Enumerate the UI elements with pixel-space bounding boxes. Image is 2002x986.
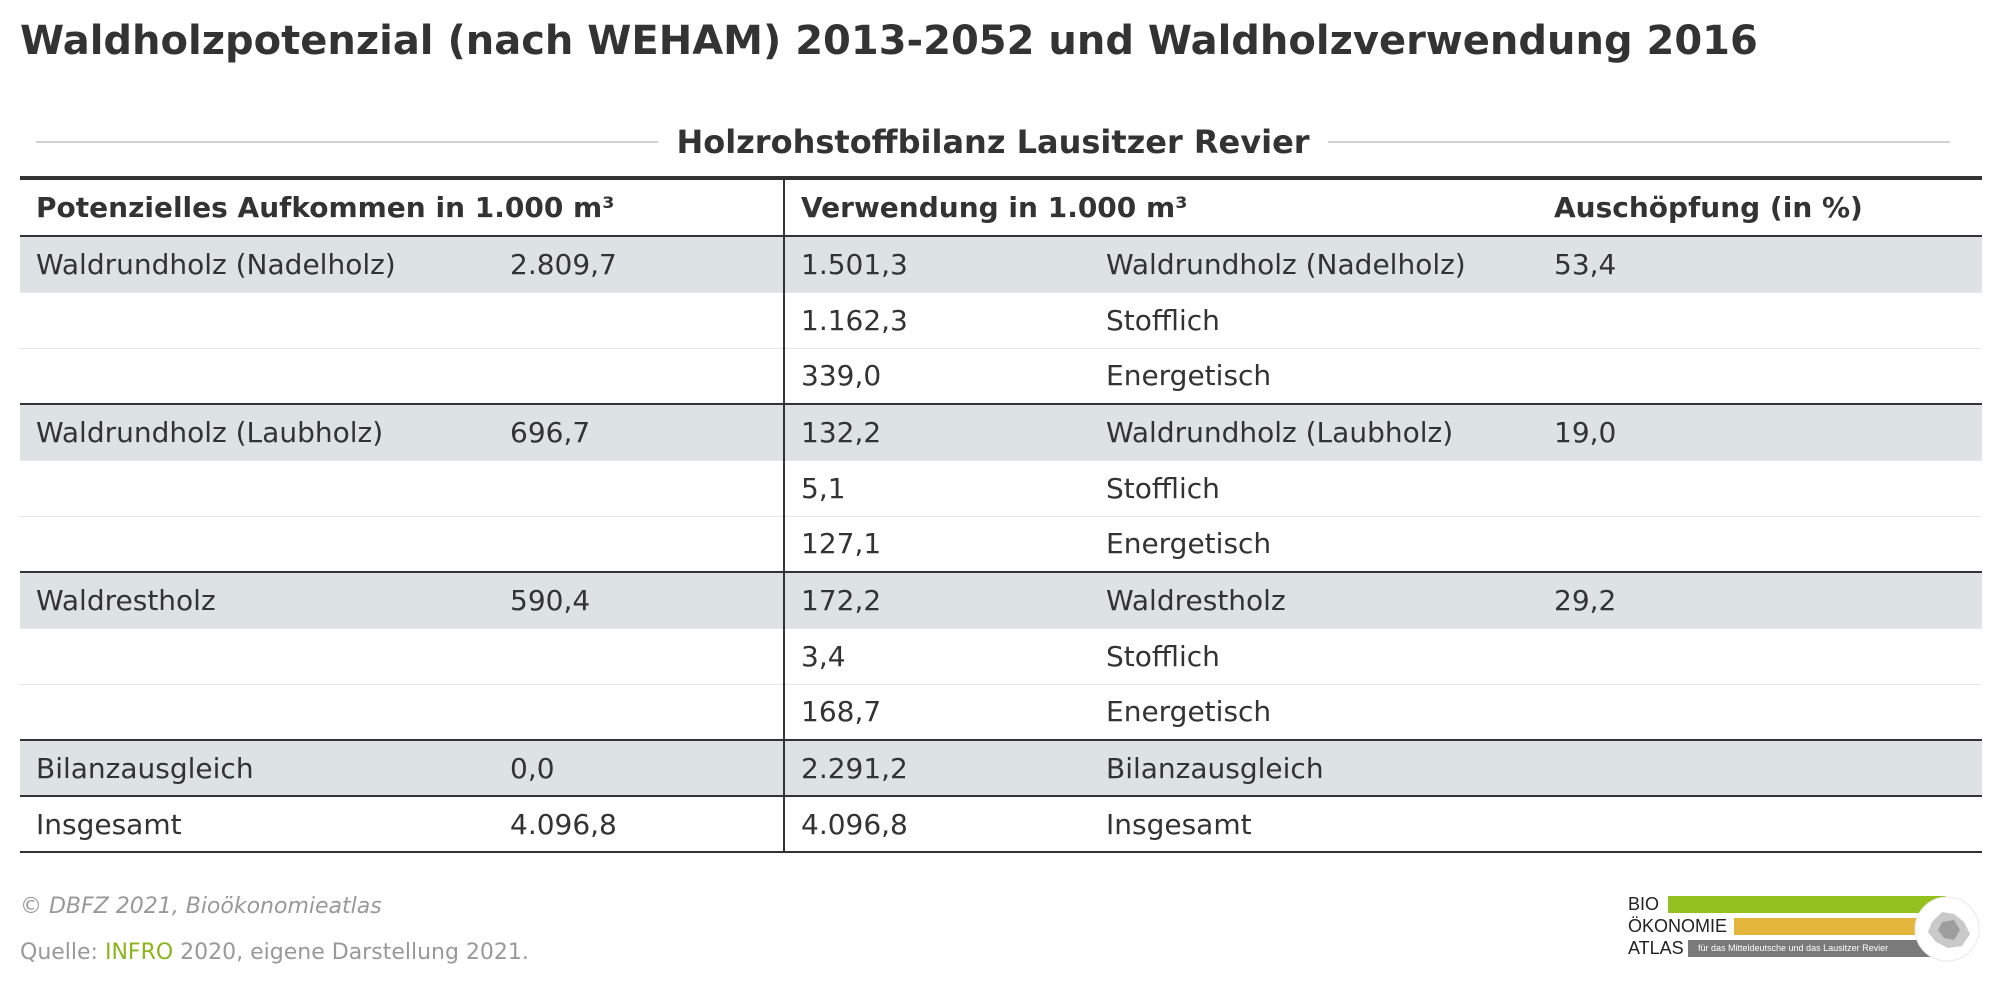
row-label: Waldrundholz (Nadelholz) bbox=[20, 236, 494, 292]
row-potential bbox=[494, 515, 784, 572]
row-use-label: Energetisch bbox=[1090, 683, 1538, 740]
row-label: Bilanzausgleich bbox=[20, 739, 494, 796]
row-percent: 29,2 bbox=[1538, 571, 1982, 628]
table-row: 3,4 Stofflich bbox=[20, 627, 1982, 684]
row-potential: 4.096,8 bbox=[494, 795, 784, 853]
logo-text-atlas: ATLAS bbox=[1628, 938, 1684, 958]
row-use-value: 5,1 bbox=[783, 459, 1090, 516]
subtitle-text: Holzrohstoffbilanz Lausitzer Revier bbox=[676, 123, 1310, 161]
table-row: Waldrundholz (Laubholz) 696,7 132,2 Wald… bbox=[20, 403, 1982, 460]
row-use-label: Waldrundholz (Nadelholz) bbox=[1090, 236, 1538, 292]
wood-balance-table: Potenzielles Aufkommen in 1.000 m³ Verwe… bbox=[20, 176, 1982, 853]
row-use-value: 1.162,3 bbox=[783, 291, 1090, 348]
row-use-label: Stofflich bbox=[1090, 459, 1538, 516]
row-label: Waldrundholz (Laubholz) bbox=[20, 403, 494, 460]
row-label bbox=[20, 515, 494, 572]
row-percent bbox=[1538, 459, 1982, 516]
header-aufkommen: Potenzielles Aufkommen in 1.000 m³ bbox=[20, 176, 784, 237]
table-row: 5,1 Stofflich bbox=[20, 459, 1982, 516]
logo-text-oekonomie: ÖKONOMIE bbox=[1628, 916, 1728, 936]
row-potential: 590,4 bbox=[494, 571, 784, 628]
table-subtitle: Holzrohstoffbilanz Lausitzer Revier bbox=[36, 120, 1950, 164]
row-label bbox=[20, 347, 494, 404]
row-label bbox=[20, 291, 494, 348]
table-header-row: Potenzielles Aufkommen in 1.000 m³ Verwe… bbox=[20, 176, 1982, 237]
row-label bbox=[20, 459, 494, 516]
row-use-value: 339,0 bbox=[783, 347, 1090, 404]
table-row: Waldrestholz 590,4 172,2 Waldrestholz 29… bbox=[20, 571, 1982, 628]
row-use-value: 4.096,8 bbox=[783, 795, 1090, 853]
source-prefix: Quelle: bbox=[20, 940, 105, 965]
row-percent: 53,4 bbox=[1538, 236, 1982, 292]
table-row: 127,1 Energetisch bbox=[20, 515, 1982, 572]
row-percent bbox=[1538, 739, 1982, 796]
source-note: Quelle: INFRO 2020, eigene Darstellung 2… bbox=[20, 940, 529, 965]
row-use-value: 172,2 bbox=[783, 571, 1090, 628]
row-use-label: Bilanzausgleich bbox=[1090, 739, 1538, 796]
row-percent bbox=[1538, 347, 1982, 404]
row-use-label: Waldrundholz (Laubholz) bbox=[1090, 403, 1538, 460]
table-row: 339,0 Energetisch bbox=[20, 347, 1982, 404]
row-percent: 19,0 bbox=[1538, 403, 1982, 460]
table-row: Waldrundholz (Nadelholz) 2.809,7 1.501,3… bbox=[20, 236, 1982, 292]
header-auschoepfung: Auschöpfung (in %) bbox=[1538, 176, 1982, 237]
logo-text-bio: BIO bbox=[1628, 894, 1660, 914]
row-potential bbox=[494, 459, 784, 516]
row-potential: 0,0 bbox=[494, 739, 784, 796]
row-use-label: Insgesamt bbox=[1090, 795, 1538, 853]
row-percent bbox=[1538, 515, 1982, 572]
row-label bbox=[20, 683, 494, 740]
row-potential bbox=[494, 627, 784, 684]
row-use-value: 132,2 bbox=[783, 403, 1090, 460]
row-label: Waldrestholz bbox=[20, 571, 494, 628]
row-potential bbox=[494, 347, 784, 404]
row-potential bbox=[494, 291, 784, 348]
row-potential: 2.809,7 bbox=[494, 236, 784, 292]
logo-tagline: für das Mitteldeutsche und das Lausitzer… bbox=[1688, 940, 1938, 957]
logo-bar-yellow bbox=[1734, 918, 1944, 935]
row-label: Insgesamt bbox=[20, 795, 494, 853]
source-link[interactable]: INFRO bbox=[104, 940, 174, 965]
row-percent bbox=[1538, 683, 1982, 740]
header-verwendung: Verwendung in 1.000 m³ bbox=[783, 176, 1538, 237]
row-potential: 696,7 bbox=[494, 403, 784, 460]
row-use-label: Stofflich bbox=[1090, 627, 1538, 684]
row-label bbox=[20, 627, 494, 684]
source-suffix: 2020, eigene Darstellung 2021. bbox=[173, 940, 529, 965]
logo-bar-green bbox=[1668, 896, 1946, 913]
table-row-total: Insgesamt 4.096,8 4.096,8 Insgesamt bbox=[20, 795, 1982, 853]
row-percent bbox=[1538, 291, 1982, 348]
subtitle-rule-left bbox=[36, 141, 659, 143]
row-use-value: 127,1 bbox=[783, 515, 1090, 572]
row-potential bbox=[494, 683, 784, 740]
table-row: Bilanzausgleich 0,0 2.291,2 Bilanzausgle… bbox=[20, 739, 1982, 796]
bioeconomy-atlas-logo: BIO ÖKONOMIE ATLAS für das Mitteldeutsch… bbox=[1624, 890, 1984, 970]
row-use-label: Energetisch bbox=[1090, 515, 1538, 572]
row-use-label: Energetisch bbox=[1090, 347, 1538, 404]
row-use-label: Waldrestholz bbox=[1090, 571, 1538, 628]
row-use-label: Stofflich bbox=[1090, 291, 1538, 348]
row-use-value: 3,4 bbox=[783, 627, 1090, 684]
row-use-value: 1.501,3 bbox=[783, 236, 1090, 292]
table-row: 1.162,3 Stofflich bbox=[20, 291, 1982, 348]
copyright-note: © DBFZ 2021, Bioökonomieatlas bbox=[20, 894, 382, 919]
map-icon bbox=[1914, 896, 1980, 962]
table-row: 168,7 Energetisch bbox=[20, 683, 1982, 740]
subtitle-rule-right bbox=[1327, 141, 1950, 143]
row-percent bbox=[1538, 627, 1982, 684]
row-use-value: 168,7 bbox=[783, 683, 1090, 740]
row-percent bbox=[1538, 795, 1982, 853]
page-title: Waldholzpotenzial (nach WEHAM) 2013-2052… bbox=[20, 18, 1758, 64]
row-use-value: 2.291,2 bbox=[783, 739, 1090, 796]
